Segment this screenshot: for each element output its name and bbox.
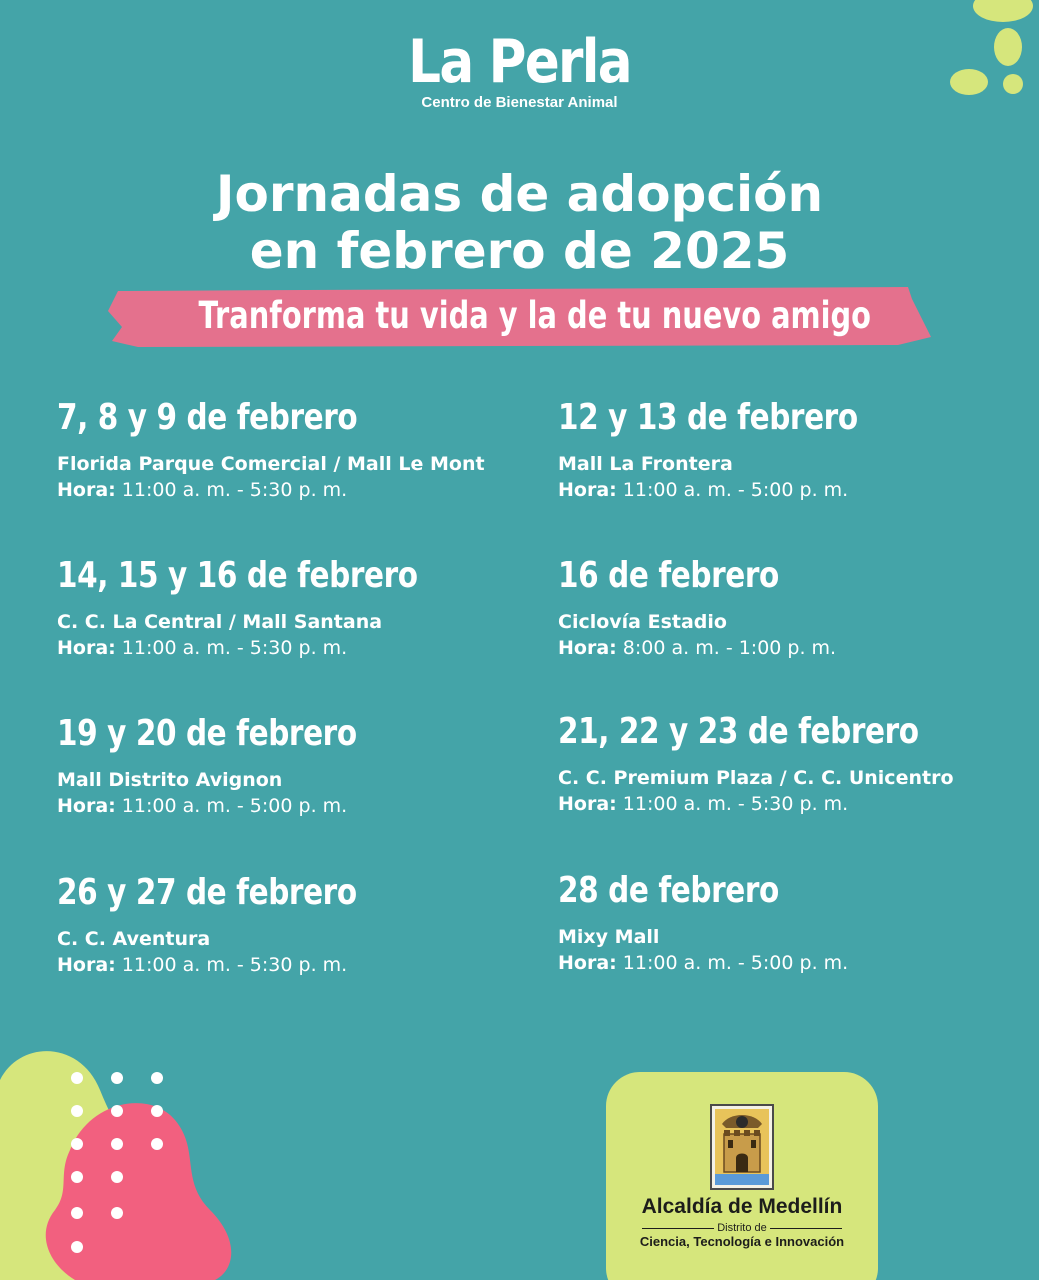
event-item: 16 de febrero Ciclovía Estadio Hora: 8:0… — [558, 555, 1028, 661]
event-item: 7, 8 y 9 de febrero Florida Parque Comer… — [57, 397, 527, 503]
hours-value: 8:00 a. m. - 1:00 p. m. — [622, 637, 837, 659]
event-hours: Hora: 8:00 a. m. - 1:00 p. m. — [558, 635, 1028, 661]
hours-value: 11:00 a. m. - 5:30 p. m. — [121, 954, 348, 976]
event-item: 12 y 13 de febrero Mall La Frontera Hora… — [558, 397, 1028, 503]
divider-left — [642, 1228, 714, 1229]
hours-label: Hora: — [57, 954, 116, 976]
bottom-left-blobs — [0, 1051, 232, 1280]
hours-value: 11:00 a. m. - 5:00 p. m. — [622, 952, 849, 974]
event-date: 12 y 13 de febrero — [558, 397, 858, 438]
event-date: 7, 8 y 9 de febrero — [57, 397, 358, 438]
event-item: 14, 15 y 16 de febrero C. C. La Central … — [57, 555, 527, 661]
event-item: 28 de febrero Mixy Mall Hora: 11:00 a. m… — [558, 870, 1028, 976]
event-item: 21, 22 y 23 de febrero C. C. Premium Pla… — [558, 711, 1028, 817]
event-hours: Hora: 11:00 a. m. - 5:00 p. m. — [57, 793, 527, 819]
event-place: Mall La Frontera — [558, 453, 733, 475]
hours-value: 11:00 a. m. - 5:30 p. m. — [121, 479, 348, 501]
event-date: 28 de febrero — [558, 870, 779, 911]
event-date: 14, 15 y 16 de febrero — [57, 555, 418, 596]
page-title: Jornadas de adopción en febrero de 2025 — [0, 166, 1039, 280]
hours-label: Hora: — [558, 637, 617, 659]
divider-right — [770, 1228, 842, 1229]
alcaldia-district: Distrito de — [717, 1222, 767, 1234]
hours-label: Hora: — [57, 479, 116, 501]
hours-value: 11:00 a. m. - 5:00 p. m. — [121, 795, 348, 817]
event-hours: Hora: 11:00 a. m. - 5:30 p. m. — [57, 635, 527, 661]
hours-value: 11:00 a. m. - 5:00 p. m. — [622, 479, 849, 501]
event-place: C. C. La Central / Mall Santana — [57, 611, 383, 633]
event-hours: Hora: 11:00 a. m. - 5:30 p. m. — [57, 477, 527, 503]
top-right-dots — [950, 0, 1033, 95]
brush-stroke-shape — [108, 287, 931, 347]
event-date: 26 y 27 de febrero — [57, 872, 357, 913]
event-hours: Hora: 11:00 a. m. - 5:00 p. m. — [558, 950, 1028, 976]
event-place: Florida Parque Comercial / Mall Le Mont — [57, 453, 485, 475]
event-place: Mixy Mall — [558, 926, 660, 948]
hours-label: Hora: — [57, 637, 116, 659]
hours-label: Hora: — [558, 952, 617, 974]
title-line-1: Jornadas de adopción — [215, 165, 824, 223]
event-place: Ciclovía Estadio — [558, 611, 727, 633]
event-place: Mall Distrito Avignon — [57, 769, 283, 791]
alcaldia-science: Ciencia, Tecnología e Innovación — [639, 1234, 845, 1249]
hours-label: Hora: — [57, 795, 116, 817]
hours-value: 11:00 a. m. - 5:30 p. m. — [121, 637, 348, 659]
event-place: C. C. Premium Plaza / C. C. Unicentro — [558, 767, 954, 789]
brand-name: La Perla — [408, 27, 632, 97]
event-hours: Hora: 11:00 a. m. - 5:30 p. m. — [558, 791, 1028, 817]
coat-of-arms-icon — [710, 1104, 774, 1190]
hours-label: Hora: — [558, 479, 617, 501]
tagline-text: Tranforma tu vida y la de tu nuevo amigo — [198, 294, 872, 337]
event-date: 19 y 20 de febrero — [57, 713, 357, 754]
hours-value: 11:00 a. m. - 5:30 p. m. — [622, 793, 849, 815]
event-hours: Hora: 11:00 a. m. - 5:00 p. m. — [558, 477, 1028, 503]
brand-subtitle: Centro de Bienestar Animal — [421, 94, 618, 111]
event-hours: Hora: 11:00 a. m. - 5:30 p. m. — [57, 952, 527, 978]
event-place: C. C. Aventura — [57, 928, 211, 950]
tagline-banner: Tranforma tu vida y la de tu nuevo amigo — [108, 285, 931, 348]
event-item: 26 y 27 de febrero C. C. Aventura Hora: … — [57, 872, 527, 978]
event-date: 21, 22 y 23 de febrero — [558, 711, 919, 752]
hours-label: Hora: — [558, 793, 617, 815]
event-item: 19 y 20 de febrero Mall Distrito Avignon… — [57, 713, 527, 819]
event-date: 16 de febrero — [558, 555, 779, 596]
alcaldia-logo-card: Alcaldía de Medellín Distrito de Ciencia… — [606, 1072, 878, 1280]
title-line-2: en febrero de 2025 — [249, 222, 790, 280]
brand-logo: La Perla Centro de Bienestar Animal — [0, 28, 1039, 112]
alcaldia-name: Alcaldía de Medellín — [641, 1195, 843, 1218]
